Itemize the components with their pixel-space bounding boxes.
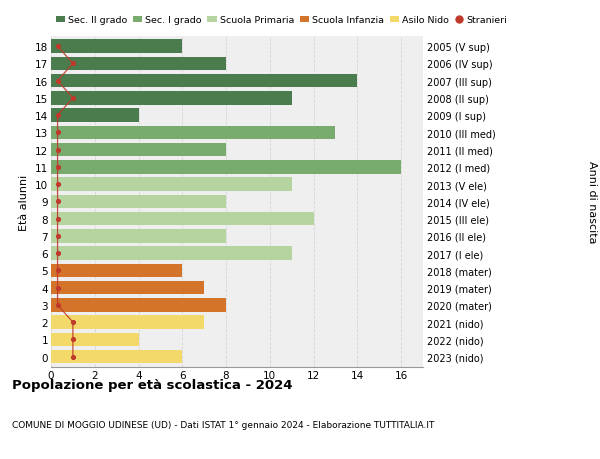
Point: [68, 353, 77, 361]
Point: [68, 319, 77, 326]
Bar: [51, 264, 182, 278]
Point: [53, 129, 62, 137]
Bar: [51, 247, 292, 260]
Bar: [51, 195, 226, 209]
Point: [68, 61, 77, 68]
Text: Anni di nascita: Anni di nascita: [587, 161, 597, 243]
Bar: [51, 126, 335, 140]
Point: [53, 198, 62, 206]
Point: [53, 267, 62, 274]
Point: [53, 284, 62, 292]
Point: [53, 181, 62, 188]
Bar: [51, 40, 182, 54]
Legend: Sec. II grado, Sec. I grado, Scuola Primaria, Scuola Infanzia, Asilo Nido, Stran: Sec. II grado, Sec. I grado, Scuola Prim…: [56, 17, 508, 25]
Bar: [51, 178, 292, 191]
Bar: [51, 144, 226, 157]
Text: Popolazione per età scolastica - 2024: Popolazione per età scolastica - 2024: [12, 379, 293, 392]
Point: [53, 233, 62, 240]
Bar: [51, 75, 358, 88]
Point: [53, 44, 62, 51]
Point: [53, 215, 62, 223]
Point: [53, 78, 62, 85]
Bar: [51, 57, 226, 71]
Point: [53, 147, 62, 154]
Bar: [51, 161, 401, 174]
Bar: [51, 109, 139, 123]
Bar: [51, 298, 226, 312]
Bar: [51, 333, 139, 347]
Point: [68, 95, 77, 102]
Point: [53, 112, 62, 120]
Text: COMUNE DI MOGGIO UDINESE (UD) - Dati ISTAT 1° gennaio 2024 - Elaborazione TUTTIT: COMUNE DI MOGGIO UDINESE (UD) - Dati IST…: [12, 420, 434, 429]
Bar: [51, 350, 182, 364]
Point: [53, 250, 62, 257]
Y-axis label: Età alunni: Età alunni: [19, 174, 29, 230]
Point: [68, 336, 77, 343]
Bar: [51, 316, 204, 329]
Bar: [51, 230, 226, 243]
Bar: [51, 213, 314, 226]
Point: [53, 302, 62, 309]
Bar: [51, 281, 204, 295]
Point: [53, 164, 62, 171]
Bar: [51, 92, 292, 106]
